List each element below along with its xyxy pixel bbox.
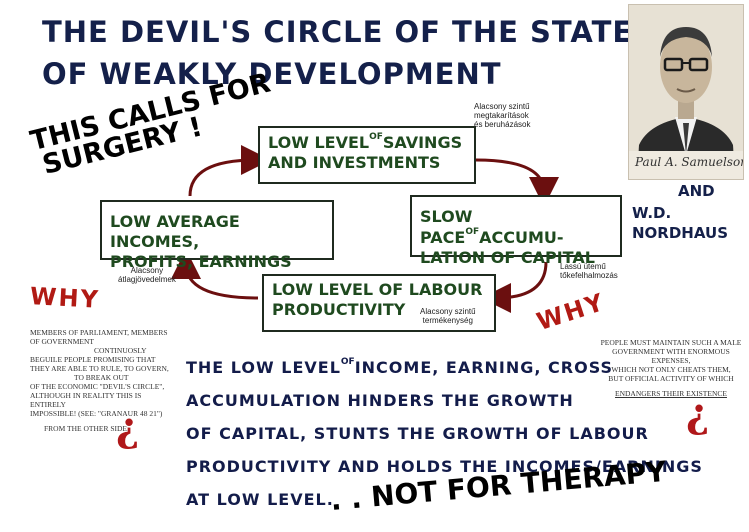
paragraph-line-1-pre: THE LOW LEVEL xyxy=(186,358,341,377)
title-line-2: OF WEAKLY DEVELOPMENT xyxy=(42,57,502,91)
note-right: Lassú ütemű tőkefelhalmozás xyxy=(560,262,618,280)
note-right-line: tőkefelhalmozás xyxy=(560,271,618,281)
paragraph-line-1-post: INCOME, EARNING, CROSS xyxy=(354,358,614,377)
main-paragraph: THE LOW LEVELOFINCOME, EARNING, CROSS AC… xyxy=(186,346,703,516)
left-note-line: TO BREAK OUT xyxy=(74,373,129,382)
right-note: PEOPLE MUST MAINTAIN SUCH A MALE GOVERNM… xyxy=(596,338,746,398)
note-bottom-line: termékenység xyxy=(422,316,473,326)
cycle-box-right: SLOW PACEOFACCUMU- LATION OF CAPITAL xyxy=(410,195,622,267)
left-note-line: OF THE ECONOMIC "DEVIL'S CIRCLE", xyxy=(30,382,165,391)
authors-line-1: W.D. xyxy=(632,204,672,222)
paragraph-line-4: PRODUCTIVITY AND HOLDS THE INCOMES/EARNI… xyxy=(186,457,703,476)
cycle-box-top: LOW LEVELOFSAVINGS AND INVESTMENTS xyxy=(258,126,476,184)
right-note-line: GOVERNMENT WITH ENORMOUS EXPENSES, xyxy=(612,347,730,365)
left-note-line: THEY ARE ABLE TO RULE, TO GOVERN, xyxy=(30,364,169,373)
cycle-box-bottom: LOW LEVEL OF LABOUR PRODUCTIVITY xyxy=(262,274,496,332)
cycle-bottom-line-1: LOW LEVEL OF LABOUR xyxy=(272,280,483,299)
cycle-right-post: ACCUMU- xyxy=(479,228,564,247)
cycle-top-post: SAVINGS xyxy=(382,133,463,152)
paragraph-line-1-sup: OF xyxy=(340,357,355,367)
note-left-line: átlagjövedelmek xyxy=(118,275,176,285)
left-note-line: CONTINUOSLY xyxy=(94,346,147,355)
authors-and: AND xyxy=(678,182,715,200)
cycle-top-line-2: AND INVESTMENTS xyxy=(268,153,441,172)
note-left-line: Alacsony xyxy=(130,266,164,275)
right-note-line: WHICH NOT ONLY CHEATS THEM, xyxy=(611,365,731,374)
arrow-right-to-bottom xyxy=(481,261,548,313)
arrow-bottom-to-left xyxy=(171,249,259,300)
paragraph-line-2: ACCUMULATION HINDERS THE GROWTH xyxy=(186,391,574,410)
question-mark-left: ¿ xyxy=(116,404,140,451)
signature: Paul A. Samuelson xyxy=(635,155,744,169)
note-bottom-line: Alacsony szintű xyxy=(420,307,476,316)
left-note-line: MEMBERS OF PARLIAMENT, MEMBERS xyxy=(30,328,168,337)
cycle-box-left: LOW AVERAGE INCOMES, PROFITS, EARNINGS xyxy=(100,200,334,271)
cycle-left-line-2: PROFITS, EARNINGS xyxy=(110,252,292,271)
note-top-line: és beruházások xyxy=(474,120,531,130)
paragraph-line-5: AT LOW LEVEL. xyxy=(186,490,334,509)
cycle-bottom-line-2: PRODUCTIVITY xyxy=(272,300,406,319)
cycle-right-pre: SLOW PACE xyxy=(420,207,473,247)
cycle-top-pre: LOW LEVEL xyxy=(268,133,370,152)
right-note-line: ENDANGERS THEIR EXISTENCE xyxy=(615,389,727,398)
left-note-line: FROM THE OTHER SIDE: xyxy=(44,424,130,433)
right-note-line: PEOPLE MUST MAINTAIN SUCH A MALE xyxy=(600,338,742,347)
question-mark-right: ¿ xyxy=(686,390,710,437)
cycle-top-sup: OF xyxy=(369,132,383,142)
cycle-right-sup: OF xyxy=(465,227,480,237)
left-note: MEMBERS OF PARLIAMENT, MEMBERS OF GOVERN… xyxy=(30,328,170,433)
paragraph-line-3: OF CAPITAL, STUNTS THE GROWTH OF LABOUR xyxy=(186,424,649,443)
note-right-line: Lassú ütemű xyxy=(560,262,606,271)
cycle-left-line-1: LOW AVERAGE INCOMES, xyxy=(110,212,240,251)
left-note-line: OF GOVERNMENT xyxy=(30,337,94,346)
right-note-line: BUT OFFICIAL ACTIVITY OF WHICH xyxy=(608,374,734,383)
note-left: Alacsony átlagjövedelmek xyxy=(118,266,176,284)
arrow-left-to-top xyxy=(188,145,271,197)
note-bottom: Alacsony szintű termékenység xyxy=(420,307,476,326)
left-note-line: IMPOSSIBLE! (SEE: "GRANAUR 48 21") xyxy=(30,409,163,418)
arrow-top-to-right xyxy=(475,158,559,207)
note-top: Alacsony szintű megtakarítások és beruhá… xyxy=(474,102,530,130)
note-top-line: Alacsony szintű xyxy=(474,102,530,111)
note-top-line: megtakarítások xyxy=(474,111,529,121)
title-line-1: THE DEVIL'S CIRCLE OF THE STATE xyxy=(42,15,634,49)
why-left: WHY xyxy=(29,282,101,314)
left-note-line: BEGUILE PEOPLE PROMISING THAT xyxy=(30,355,156,364)
left-note-line: ALTHOUGH IN REALITY THIS IS ENTIRELY xyxy=(30,391,142,409)
authors-line-2: NORDHAUS xyxy=(632,224,728,242)
cycle-right-line-2: LATION OF CAPITAL xyxy=(420,248,595,267)
portrait-photo: Paul A. Samuelson xyxy=(628,4,744,180)
